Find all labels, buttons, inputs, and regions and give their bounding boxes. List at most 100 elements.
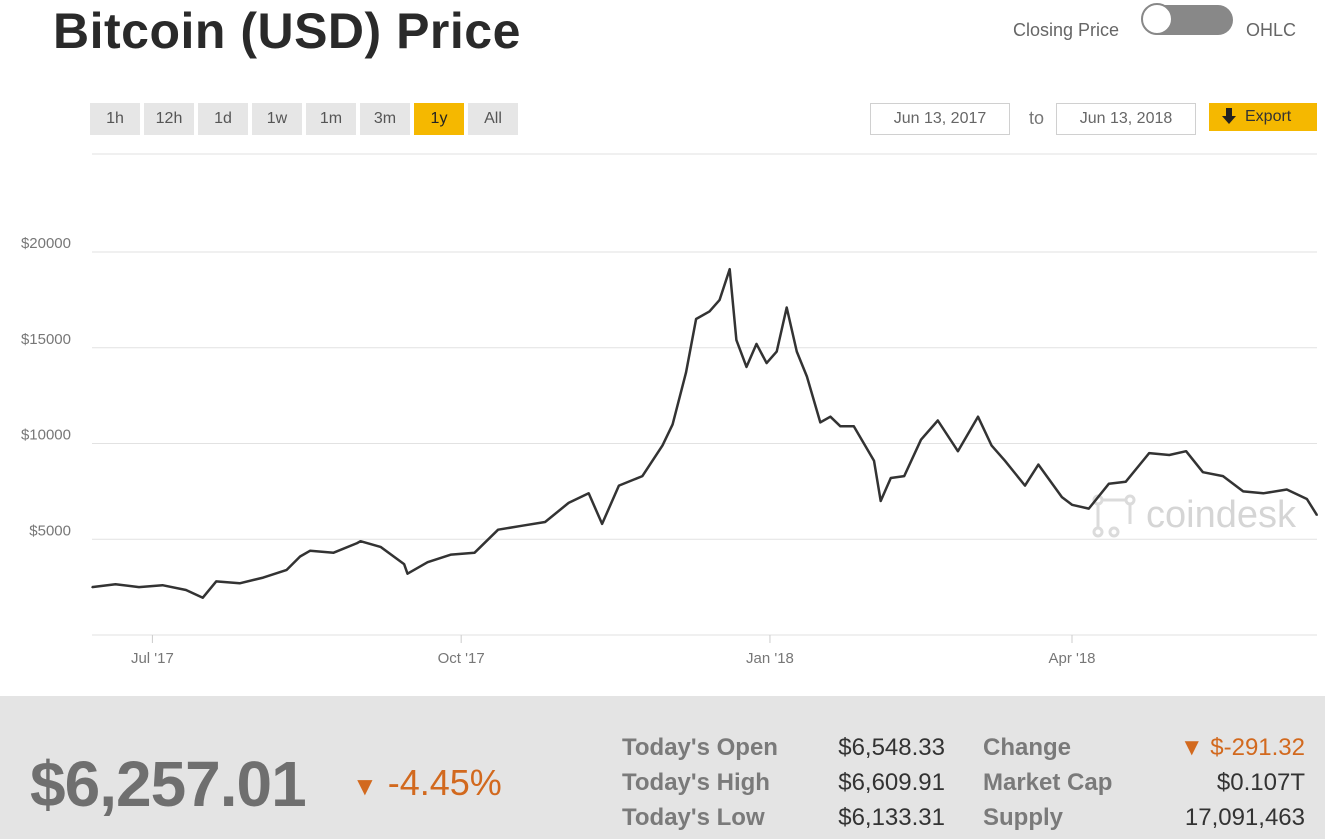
data-point (1004, 459, 1006, 462)
data-point (309, 549, 311, 552)
data-point (1285, 488, 1288, 491)
data-point (601, 523, 603, 525)
data-point (718, 299, 721, 301)
data-point (785, 306, 788, 309)
data-point (201, 596, 204, 599)
data-point (671, 423, 674, 426)
data-point (618, 484, 620, 487)
data-point (641, 475, 644, 477)
todays-high-label: Today's High (622, 769, 770, 796)
data-point (1185, 450, 1187, 452)
data-point (708, 310, 711, 313)
page-title: Bitcoin (USD) Price (53, 3, 521, 59)
y-tick-label: $20000 (21, 235, 71, 252)
data-point (426, 561, 429, 564)
data-point (587, 492, 590, 495)
todays-open-value: $6,548.33 (838, 734, 945, 761)
data-point (806, 375, 808, 378)
data-point (91, 586, 93, 588)
y-tick-label: $15000 (21, 331, 71, 348)
data-point (356, 542, 358, 544)
coindesk-watermark: coindesk (1092, 494, 1297, 538)
range-button-1w[interactable]: 1w (252, 103, 302, 135)
data-point (1124, 481, 1127, 483)
start-date-input[interactable]: Jun 13, 2017 (870, 103, 1010, 135)
data-point (1222, 475, 1224, 477)
range-button-1m[interactable]: 1m (306, 103, 356, 135)
data-point (473, 551, 476, 554)
data-point (497, 528, 499, 531)
data-point (1202, 471, 1204, 474)
data-point (1242, 490, 1244, 493)
range-button-1d[interactable]: 1d (198, 103, 248, 135)
data-point (1316, 514, 1318, 516)
data-point (332, 551, 335, 554)
data-point (1108, 482, 1110, 485)
coindesk-logo-icon (1092, 494, 1136, 538)
range-button-12h[interactable]: 12h (144, 103, 194, 135)
data-point (990, 444, 993, 447)
x-tick-label: Oct '17 (438, 650, 485, 667)
data-point (285, 569, 288, 571)
supply-label: Supply (983, 804, 1064, 831)
price-chart: $5000 $10000 $15000 $20000 Jul '17 Oct '17 Ja… (21, 153, 1319, 667)
chart-grid (92, 251, 1317, 636)
x-tick-label: Apr '18 (1048, 650, 1095, 667)
export-button[interactable]: Export (1209, 103, 1317, 131)
data-point (920, 438, 922, 441)
data-point (853, 425, 855, 428)
range-button-1h[interactable]: 1h (90, 103, 140, 135)
y-tick-label: $10000 (21, 427, 71, 444)
data-point (379, 546, 382, 548)
date-to-label: to (1029, 108, 1045, 128)
data-point (795, 350, 798, 353)
data-point (889, 477, 892, 479)
data-point (765, 362, 768, 364)
summary-panel: $6,257.01 ▼ -4.45% Today's Open $6,548.3… (0, 696, 1325, 839)
ohlc-label: OHLC (1246, 20, 1297, 40)
data-point (735, 339, 738, 341)
data-point (1061, 496, 1063, 498)
data-point (1306, 498, 1308, 500)
data-point (1071, 503, 1073, 506)
x-tick-label: Jan '18 (746, 650, 794, 667)
data-point (1087, 507, 1090, 510)
range-button-3m[interactable]: 3m (360, 103, 410, 135)
data-point (403, 563, 405, 565)
todays-high-value: $6,609.91 (838, 769, 945, 796)
data-point (775, 350, 778, 353)
range-button-1y[interactable]: 1y (414, 103, 464, 135)
download-arrow-icon (1222, 108, 1236, 124)
data-point (728, 268, 731, 271)
data-point (1024, 484, 1026, 487)
data-point (406, 572, 409, 575)
data-point (185, 589, 187, 591)
data-point (114, 583, 117, 586)
data-point (903, 475, 905, 477)
data-point (544, 521, 546, 523)
range-selector: 1h 12h 1d 1w 1m 3m 1y All (90, 103, 518, 135)
todays-low-label: Today's Low (622, 804, 765, 831)
data-point (262, 576, 264, 579)
data-point (879, 500, 882, 502)
toggle-knob[interactable] (1141, 3, 1173, 35)
down-arrow-icon: ▼ (352, 771, 378, 801)
data-point (755, 343, 758, 345)
data-point (873, 459, 875, 462)
data-point (1262, 492, 1265, 495)
range-button-all[interactable]: All (468, 103, 518, 135)
x-axis: Jul '17 Oct '17 Jan '18 Apr '18 (131, 635, 1096, 667)
data-point (215, 580, 217, 583)
chart-mode-toggle[interactable] (1141, 3, 1233, 35)
data-point (238, 582, 241, 585)
end-date-input[interactable]: Jun 13, 2018 (1056, 103, 1196, 135)
data-points (91, 268, 1318, 599)
price-line-series (91, 267, 1319, 599)
market-cap-value: $0.107T (1216, 769, 1305, 796)
y-tick-label: $5000 (29, 522, 71, 539)
todays-open-label: Today's Open (622, 734, 778, 761)
change-label: Change (983, 734, 1072, 761)
data-point (819, 421, 822, 424)
data-point (661, 444, 664, 447)
closing-price-label: Closing Price (1013, 20, 1120, 40)
